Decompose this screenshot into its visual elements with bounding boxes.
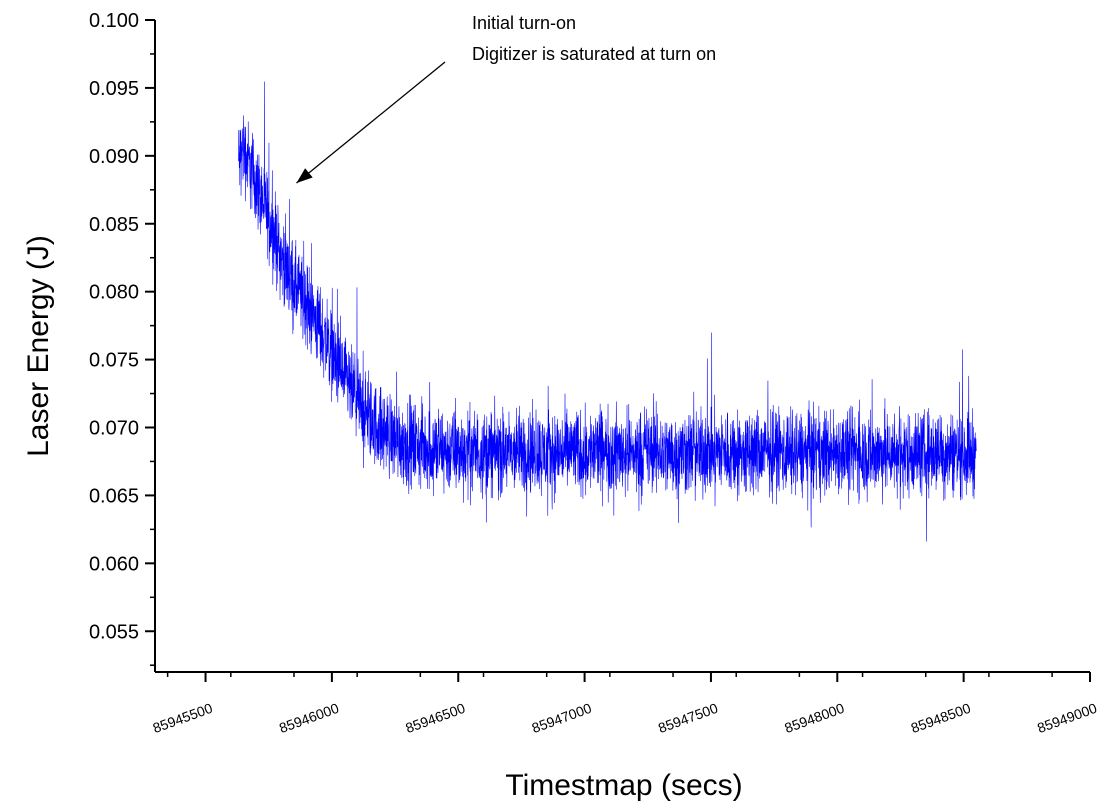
y-tick-label: 0.085 [89,214,139,236]
x-tick-label: 85945500 [151,700,215,736]
x-tick-label: 85947000 [530,700,594,736]
y-tick-label: 0.080 [89,282,139,304]
y-tick-label: 0.090 [89,146,139,168]
y-tick-label: 0.055 [89,621,139,643]
y-ticks: 0.055 0.060 0.065 0.070 0.075 0.080 0.085 0.090… [89,10,155,666]
series-line [238,81,977,542]
y-tick-label: 0.100 [89,10,139,32]
annotation: Initial turn-on Digitizer is saturated a… [296,13,716,184]
x-tick-label: 85949000 [1035,700,1097,736]
x-tick-label: 85947500 [656,700,720,736]
y-tick-label: 0.075 [89,350,139,372]
annotation-line-2: Digitizer is saturated at turn on [472,44,716,64]
y-tick-label: 0.095 [89,78,139,100]
y-tick-label: 0.065 [89,485,139,507]
annotation-arrow [296,61,446,184]
x-axis-title: Timestmap (secs) [505,769,742,802]
y-tick-label: 0.070 [89,418,139,440]
x-tick-label: 85948500 [909,700,973,736]
y-tick-label: 0.060 [89,553,139,575]
axes-layer [154,20,1090,673]
x-ticks: 85945500 85946000 85946500 85947000 85947500… [151,672,1097,736]
annotation-arrowhead [296,168,313,183]
series-layer [238,81,977,542]
y-axis-title: Laser Energy (J) [22,235,55,457]
x-tick-label: 85946500 [403,700,467,736]
x-tick-label: 85946000 [277,700,341,736]
x-tick-label: 85948000 [782,700,846,736]
annotation-line-1: Initial turn-on [472,13,576,33]
